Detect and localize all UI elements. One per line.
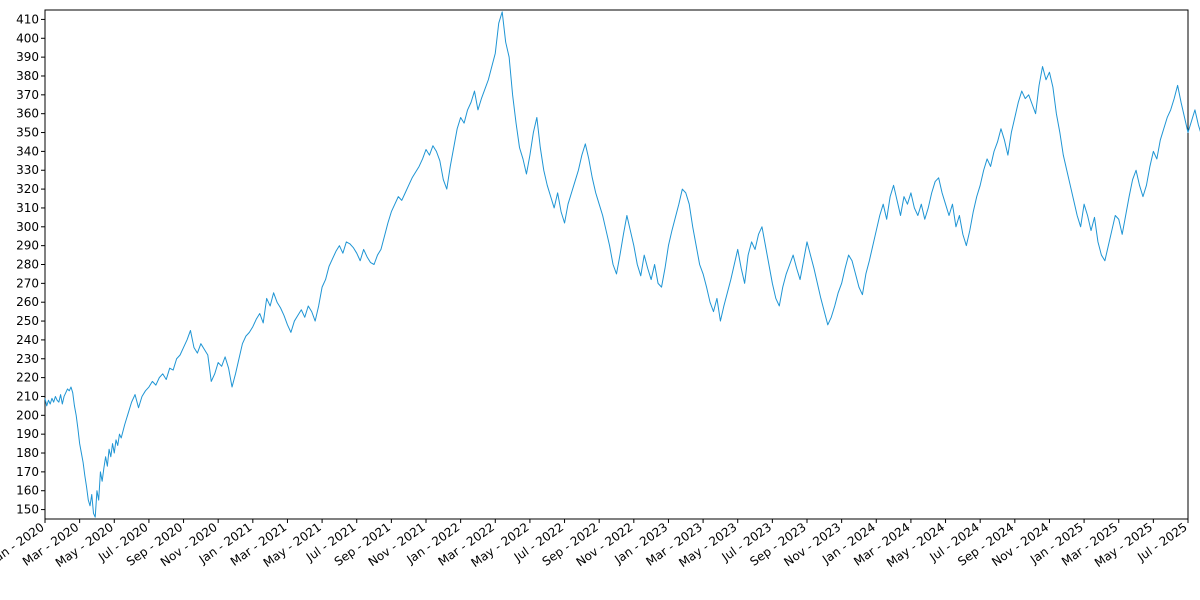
y-tick-label: 370 bbox=[16, 88, 39, 102]
y-tick-label: 280 bbox=[16, 258, 39, 272]
y-tick-label: 270 bbox=[16, 276, 39, 290]
plot-area bbox=[44, 9, 1189, 520]
y-tick-label: 260 bbox=[16, 295, 39, 309]
y-tick-label: 300 bbox=[16, 220, 39, 234]
y-tick-label: 360 bbox=[16, 107, 39, 121]
price-series-line bbox=[44, 11, 1200, 518]
y-tick-label: 150 bbox=[16, 503, 39, 517]
y-tick-label: 160 bbox=[16, 484, 39, 498]
y-tick-label: 250 bbox=[16, 314, 39, 328]
y-tick-label: 320 bbox=[16, 182, 39, 196]
y-tick-label: 230 bbox=[16, 352, 39, 366]
y-tick-label: 380 bbox=[16, 69, 39, 83]
y-tick-label: 400 bbox=[16, 31, 39, 45]
y-tick-label: 290 bbox=[16, 239, 39, 253]
y-tick-label: 240 bbox=[16, 333, 39, 347]
y-axis: 150 160 170 180 190 200 210 220 230 240 250 260 270 2… bbox=[16, 12, 45, 517]
y-tick-label: 170 bbox=[16, 465, 39, 479]
y-tick-label: 410 bbox=[16, 12, 39, 26]
y-tick-label: 310 bbox=[16, 201, 39, 215]
y-tick-label: 190 bbox=[16, 427, 39, 441]
y-tick-label: 390 bbox=[16, 50, 39, 64]
y-tick-label: 180 bbox=[16, 446, 39, 460]
y-tick-label: 340 bbox=[16, 144, 39, 158]
y-tick-label: 200 bbox=[16, 408, 39, 422]
y-tick-label: 350 bbox=[16, 126, 39, 140]
y-tick-label: 210 bbox=[16, 389, 39, 403]
y-tick-label: 330 bbox=[16, 163, 39, 177]
y-tick-label: 220 bbox=[16, 371, 39, 385]
